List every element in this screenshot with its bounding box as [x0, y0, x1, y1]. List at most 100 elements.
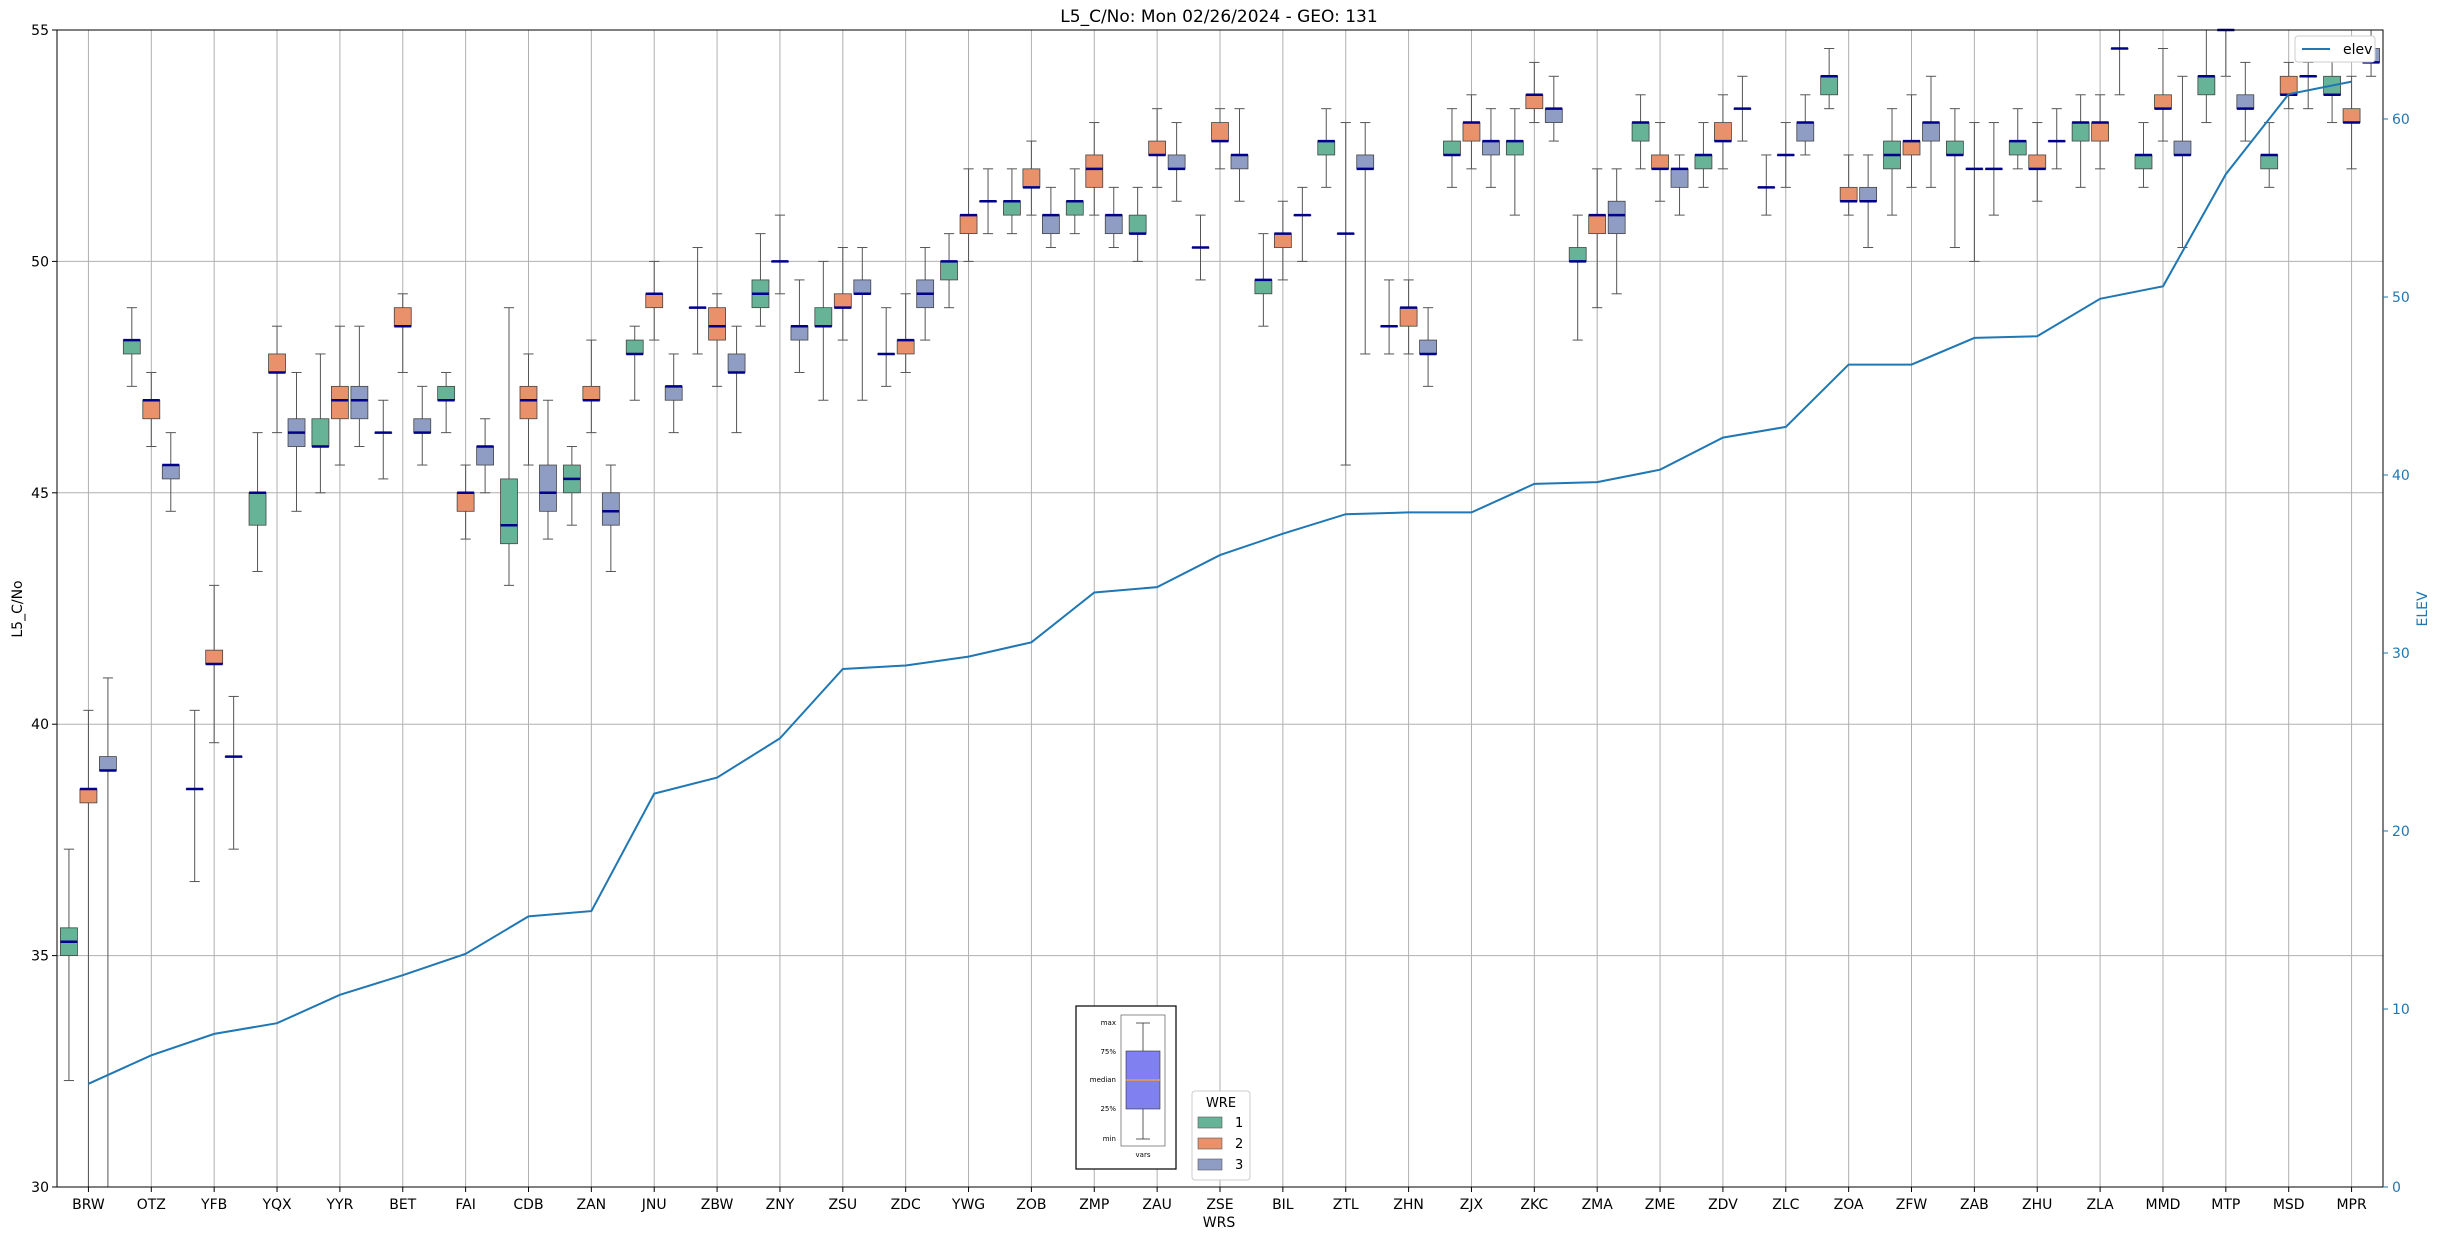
axis-layer: 30 35 40 45 50 55 0 10 20 30 40 50 60 BRW OTZ YFB YQX YYR…	[31, 23, 2410, 1213]
box-iqr	[476, 446, 494, 466]
box-OTZ-wre3	[161, 432, 180, 512]
wre-legend-label-3: 3	[1235, 1158, 1243, 1173]
box-iqr	[1694, 154, 1713, 170]
y-tick-label: 35	[31, 949, 49, 965]
y2-tick-label: 50	[2392, 290, 2410, 306]
box-ZLC-wre3	[1796, 94, 1815, 156]
box-iqr	[1399, 307, 1418, 327]
box-iqr	[79, 788, 98, 804]
x-tick-label: ZKC	[1520, 1197, 1548, 1213]
box-ZAB-wre2	[1965, 122, 1984, 262]
box-iqr	[708, 307, 726, 341]
x-tick-label: JNU	[641, 1197, 667, 1213]
box-ZSE-wre2	[1211, 108, 1229, 170]
box-iqr	[268, 353, 286, 373]
box-iqr	[2173, 140, 2192, 156]
box-iqr	[1670, 168, 1689, 188]
x-tick-label: ZSU	[828, 1197, 857, 1213]
box-iqr	[437, 385, 456, 401]
box-iqr	[1104, 214, 1123, 235]
box-ZHU-wre2	[2028, 122, 2047, 202]
box-iqr	[1065, 200, 1084, 216]
box-ZOB-wre2	[1022, 140, 1041, 216]
box-iqr	[664, 385, 683, 401]
box-YQX-wre3	[287, 371, 306, 512]
box-ZOB-wre1	[1003, 168, 1021, 235]
box-iqr	[2028, 154, 2047, 170]
box-iqr	[1254, 279, 1273, 295]
box-ZHN-wre2	[1399, 279, 1418, 355]
x-tick-label: ZMA	[1582, 1197, 1614, 1213]
box-iqr	[645, 293, 664, 309]
boxplot-key-label-q1: 25%	[1100, 1105, 1116, 1113]
box-iqr	[205, 649, 224, 665]
x-tick-label: ZBW	[701, 1197, 734, 1213]
box-ZDC-wre3	[916, 247, 935, 341]
box-iqr	[2236, 94, 2255, 110]
elev-legend: elev	[2294, 35, 2376, 63]
x-tick-label: YWG	[951, 1197, 985, 1213]
box-FAI-wre1	[437, 371, 456, 434]
box-iqr	[1003, 200, 1021, 216]
box-iqr	[1211, 122, 1229, 142]
boxplot-key-label-median: median	[1090, 1076, 1116, 1084]
box-ZAN-wre1	[562, 446, 581, 526]
box-CDB-wre2	[519, 353, 538, 466]
box-iqr	[833, 293, 852, 309]
box-iqr	[331, 385, 349, 420]
y2-tick-label: 60	[2392, 112, 2410, 128]
box-iqr	[814, 307, 833, 327]
box-YQX-wre2	[268, 325, 286, 434]
boxplot-key-label-min: min	[1103, 1135, 1116, 1143]
box-ZOA-wre1	[1820, 48, 1839, 110]
box-ZOA-wre2	[1839, 154, 1858, 216]
box-ZHN-wre3	[1419, 307, 1437, 387]
box-YWG-wre3	[979, 168, 997, 235]
y-tick-label: 40	[31, 717, 49, 733]
box-ZME-wre3	[1670, 154, 1689, 216]
elev-line	[87, 80, 2352, 1085]
boxplot-key-inset: max 75% median 25% min vars	[1075, 1005, 1177, 1170]
box-iqr	[456, 492, 475, 512]
box-ZSU-wre3	[853, 247, 872, 401]
box-ZJX-wre1	[1443, 108, 1461, 188]
box-ZMA-wre2	[1588, 168, 1607, 309]
x-tick-label: ZAU	[1142, 1197, 1171, 1213]
box-ZAN-wre3	[601, 464, 620, 572]
box-ZAU-wre2	[1148, 108, 1167, 188]
box-iqr	[248, 492, 267, 526]
box-ZHU-wre3	[2047, 108, 2066, 170]
box-ZLA-wre1	[2071, 94, 2090, 188]
box-ZDV-wre2	[1714, 94, 1732, 170]
x-tick-label: FAI	[455, 1197, 475, 1213]
x-tick-label: ZDC	[891, 1197, 921, 1213]
box-ZKC-wre1	[1505, 108, 1524, 216]
box-ZFW-wre3	[1922, 75, 1940, 188]
x-tick-label: CDB	[513, 1197, 543, 1213]
box-iqr	[582, 385, 601, 401]
x-tick-label: ZFW	[1896, 1197, 1928, 1213]
box-iqr	[1714, 122, 1732, 142]
box-iqr	[2008, 140, 2027, 156]
box-ZLA-wre2	[2091, 94, 2109, 170]
box-ZSU-wre1	[814, 260, 833, 401]
box-ZAN-wre2	[582, 339, 601, 434]
box-iqr	[1631, 122, 1650, 142]
box-layer	[60, 28, 2380, 1188]
box-OTZ-wre1	[122, 307, 141, 387]
box-ZNY-wre1	[751, 233, 770, 327]
box-iqr	[1356, 154, 1375, 170]
x-tick-label: YFB	[200, 1197, 227, 1213]
elev-legend-frame	[2294, 35, 2376, 63]
x-tick-label: BIL	[1272, 1197, 1294, 1213]
x-tick-label: ZLC	[1772, 1197, 1799, 1213]
box-JNU-wre3	[664, 353, 683, 434]
box-ZAU-wre1	[1128, 186, 1147, 262]
box-iqr	[1922, 122, 1940, 142]
box-iqr	[2071, 122, 2090, 142]
box-iqr	[2260, 154, 2279, 170]
box-ZDC-wre2	[896, 293, 915, 373]
box-ZOB-wre3	[1042, 186, 1060, 249]
box-ZLA-wre3	[2110, 29, 2129, 96]
box-iqr	[853, 279, 872, 295]
